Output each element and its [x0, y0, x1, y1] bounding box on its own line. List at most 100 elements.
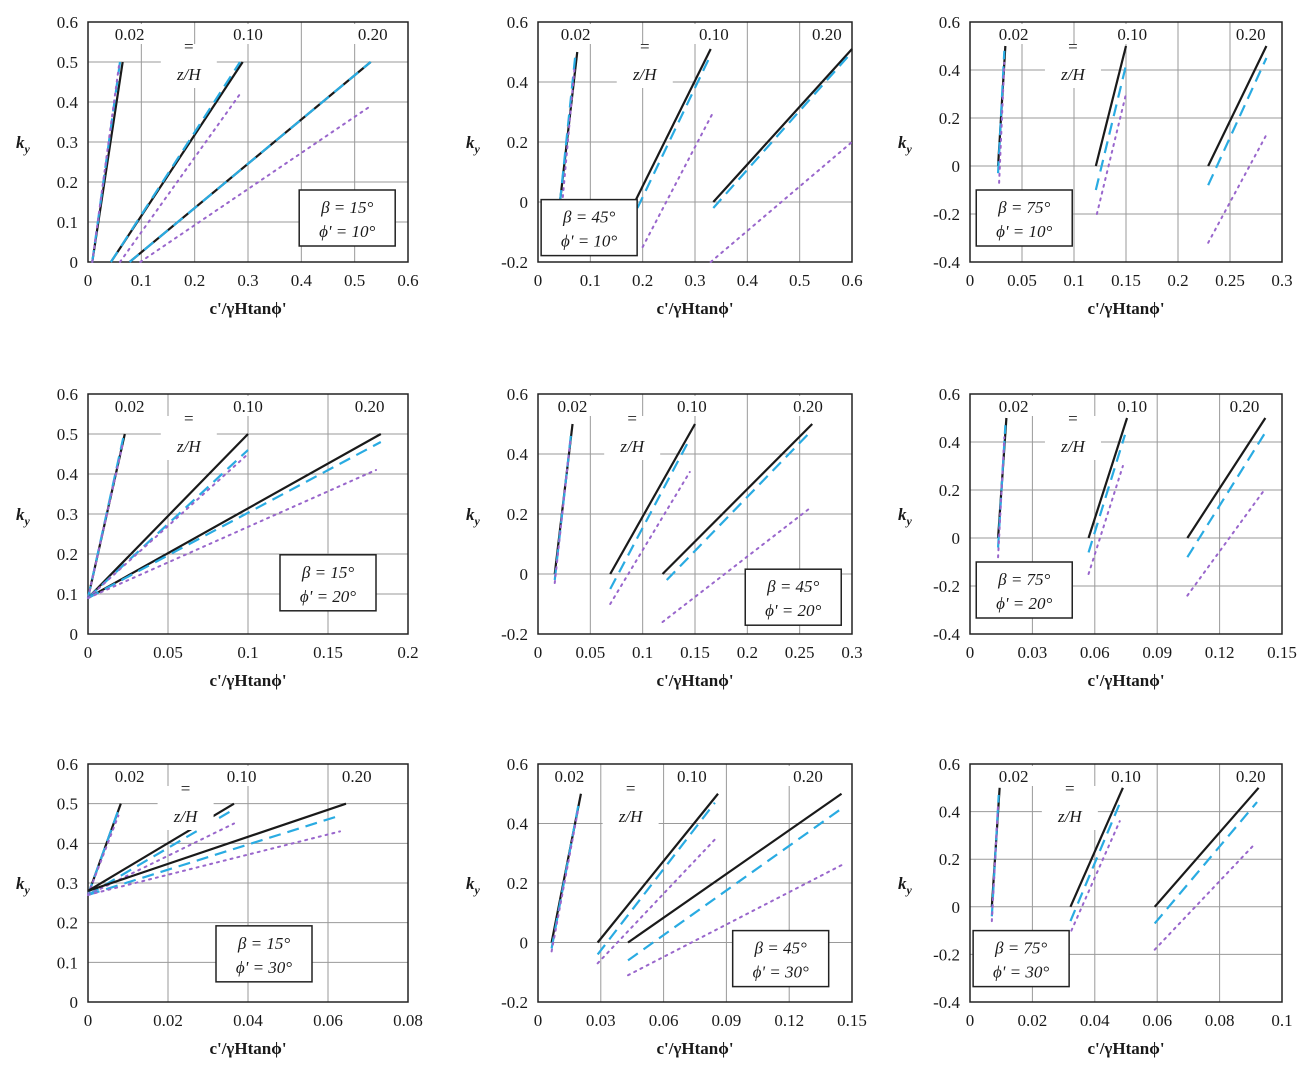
zh-label: z/H — [173, 807, 199, 826]
x-tick-label: 0.02 — [1018, 1011, 1048, 1030]
x-tick-label: 0.06 — [1080, 643, 1110, 662]
zh-label-bg — [160, 44, 217, 88]
series-dotted-z1 — [87, 441, 125, 599]
series-dashed-z3 — [87, 814, 341, 896]
x-tick-label: 0.15 — [1111, 271, 1141, 290]
z-label-bg — [228, 24, 268, 44]
series-dotted-z1 — [91, 65, 120, 263]
series-solid-z2 — [609, 423, 696, 575]
series-dotted-z3 — [661, 507, 812, 623]
zh-label: z/H — [1060, 437, 1086, 456]
chart-panel-1: 0 0.1 0.2 0.3 0.4 0.5 0.6 0 0.1 0.2 0.3 0.4 0.5 0.6 c'… — [16, 13, 419, 318]
z-label-bg — [336, 766, 377, 786]
z-value-label: 0.10 — [677, 767, 707, 786]
zh-label: z/H — [1060, 65, 1086, 84]
beta-label: β = 75° — [997, 198, 1050, 217]
z-value-label: 0.20 — [793, 397, 823, 416]
z-label-bg — [221, 766, 262, 786]
series-dashed-z1 — [86, 437, 125, 599]
series-dotted-z1 — [990, 803, 1000, 923]
z-value-label: 0.02 — [555, 767, 585, 786]
y-tick-label: 0.1 — [57, 953, 78, 972]
x-axis-label: c'/γHtanϕ' — [1087, 671, 1164, 690]
series-dotted-z1 — [553, 438, 572, 584]
series-solid-z2 — [1069, 787, 1124, 908]
x-tick-label: 0.06 — [313, 1011, 343, 1030]
series-dotted-z1 — [560, 66, 576, 212]
chart-panel-8: 0 0.03 0.06 0.09 0.12 0.15 -0.2 0 0.2 0.4 0.6 c'/γH… — [466, 755, 867, 1058]
x-tick-label: 0.2 — [184, 271, 205, 290]
y-tick-label: 0.2 — [57, 173, 78, 192]
y-tick-label: 0.4 — [57, 834, 79, 853]
z-label-bg — [693, 24, 734, 44]
x-tick-label: 0.09 — [1142, 643, 1172, 662]
series-solid-z3 — [1153, 787, 1260, 908]
series-dashed-z3 — [1153, 801, 1258, 925]
equals-sign: = — [1068, 409, 1078, 428]
z-label-bg — [552, 396, 593, 416]
series-solid-z3 — [87, 433, 382, 599]
parameter-box — [744, 568, 842, 626]
series-dotted-z1 — [550, 810, 579, 953]
series-solid-z2 — [110, 61, 244, 263]
plot-frame — [969, 21, 1283, 263]
plot-frame — [969, 393, 1283, 635]
x-tick-label: 0.2 — [632, 271, 653, 290]
x-tick-label: 0.04 — [1080, 1011, 1110, 1030]
x-tick-label: 0.15 — [680, 643, 710, 662]
zh-label-bg — [1041, 786, 1098, 830]
series-solid-z3 — [627, 792, 843, 944]
series-dashed-z1 — [86, 807, 121, 896]
y-tick-label: 0.6 — [939, 13, 960, 32]
x-tick-label: 0.3 — [841, 643, 862, 662]
y-axis-label: ky — [466, 505, 481, 528]
zh-label: z/H — [1057, 807, 1083, 826]
x-axis-label: c'/γHtanϕ' — [1087, 299, 1164, 318]
y-tick-label: 0 — [520, 934, 529, 953]
series-dotted-z2 — [1095, 93, 1127, 215]
y-axis-label: ky — [16, 133, 31, 156]
y-tick-label: 0.2 — [939, 481, 960, 500]
z-label-bg — [555, 24, 596, 44]
y-tick-label: 0.4 — [939, 433, 961, 452]
z-label-bg — [993, 24, 1034, 44]
plot-frame — [537, 393, 853, 635]
zh-label-bg — [160, 416, 217, 460]
x-tick-label: 0.5 — [344, 271, 365, 290]
z-value-label: 0.02 — [561, 25, 591, 44]
y-tick-label: 0.2 — [939, 850, 960, 869]
y-tick-label: 0 — [520, 565, 529, 584]
x-tick-label: 0.3 — [684, 271, 705, 290]
series-solid-z3 — [1207, 45, 1268, 167]
zh-label: z/H — [618, 807, 644, 826]
x-tick-label: 0.1 — [131, 271, 152, 290]
series-dashed-z3 — [1207, 57, 1268, 186]
y-tick-label: 0 — [70, 993, 79, 1012]
series-dashed-z3 — [627, 807, 843, 962]
series-solid-z2 — [596, 793, 719, 944]
series-solid-z3 — [87, 802, 347, 892]
x-tick-label: 0 — [534, 643, 543, 662]
y-tick-label: 0 — [520, 193, 529, 212]
phi-label: ϕ' = 20° — [996, 594, 1052, 613]
x-tick-label: 0.02 — [153, 1011, 183, 1030]
y-tick-label: 0.1 — [57, 585, 78, 604]
chart-panel-3: 0 0.05 0.1 0.15 0.2 0.25 0.3 -0.4 -0.2 0 0.2 0.4 0.6… — [898, 13, 1293, 318]
y-axis-label: ky — [898, 133, 913, 156]
y-tick-label: -0.2 — [933, 205, 960, 224]
z-value-label: 0.02 — [999, 767, 1029, 786]
y-tick-label: 0.4 — [939, 803, 961, 822]
phi-label: ϕ' = 20° — [300, 587, 356, 606]
x-tick-label: 0.1 — [580, 271, 601, 290]
z-label-bg — [228, 396, 268, 416]
y-tick-label: 0.5 — [57, 795, 78, 814]
z-value-label: 0.10 — [677, 397, 707, 416]
series-dotted-z2 — [641, 111, 715, 248]
y-tick-label: 0.2 — [57, 545, 78, 564]
y-tick-label: 0.2 — [507, 133, 528, 152]
series-dotted-z3 — [1207, 133, 1268, 244]
z-value-label: 0.02 — [558, 397, 588, 416]
x-tick-label: 0.6 — [841, 271, 862, 290]
series-dashed-z3 — [665, 429, 814, 581]
series-dotted-z3 — [87, 830, 341, 896]
